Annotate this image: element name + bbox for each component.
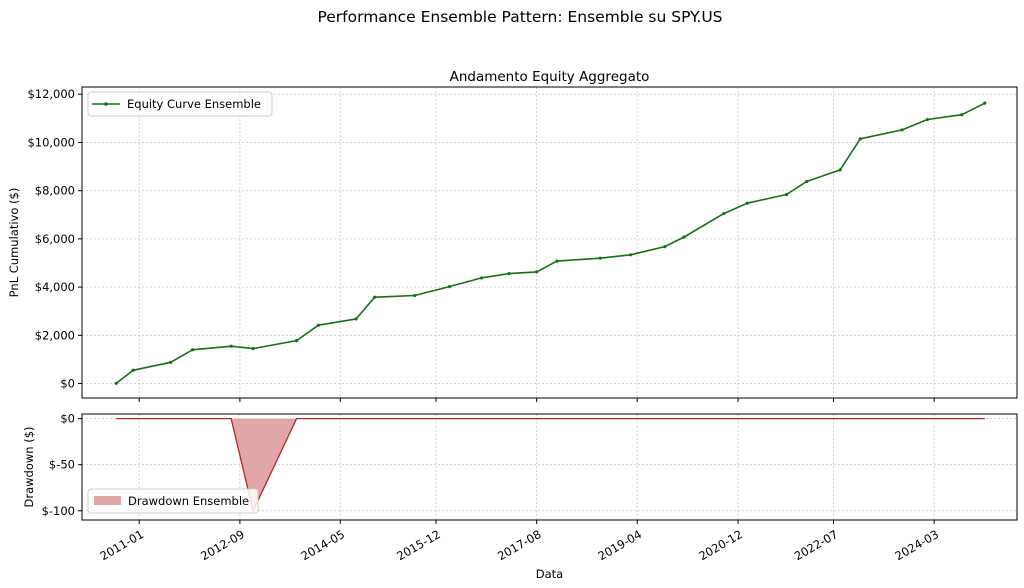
- equity-point: [413, 293, 417, 298]
- drawdown-chart-y-label: Drawdown ($): [22, 426, 36, 507]
- equity-point: [169, 360, 173, 364]
- equity-chart-legend: Equity Curve Ensemble: [87, 91, 273, 117]
- equity-chart-y-ticks: $0 $2,000 $4,000 $6,000 $8,000 $10,000 $12,000: [27, 87, 82, 391]
- drawdown-legend-box: [87, 488, 259, 514]
- equity-point: [535, 270, 539, 274]
- equity-y-tick-label: $8,000: [35, 184, 75, 198]
- equity-point: [858, 137, 862, 141]
- equity-point: [114, 381, 118, 385]
- drawdown-x-tick-label: 2012-09: [198, 527, 247, 563]
- equity-point: [555, 259, 559, 263]
- equity-point: [354, 317, 358, 321]
- equity-point: [838, 168, 842, 172]
- drawdown-x-tick-label: 2020-12: [696, 527, 745, 563]
- drawdown-y-tick-label: $0: [60, 412, 75, 426]
- equity-point: [900, 128, 904, 132]
- equity-point: [682, 235, 686, 239]
- equity-chart: Andamento Equity Aggregato $0 $2,000 $4,00…: [7, 69, 1018, 402]
- drawdown-x-tick-label: 2014-05: [299, 527, 348, 563]
- equity-point: [295, 339, 299, 343]
- drawdown-y-tick-label: $-50: [49, 458, 75, 472]
- equity-point: [745, 201, 749, 205]
- drawdown-x-tick-label: 2017-08: [495, 527, 544, 563]
- equity-point: [373, 295, 377, 299]
- figure-suptitle: Performance Ensemble Pattern: Ensemble s…: [317, 8, 722, 26]
- equity-point: [479, 276, 484, 280]
- equity-point: [251, 346, 255, 351]
- equity-point: [805, 179, 809, 184]
- drawdown-x-tick-label: 2015-12: [394, 527, 443, 563]
- equity-point: [507, 272, 511, 276]
- equity-point: [191, 348, 195, 352]
- drawdown-chart-y-ticks: $0 $-50 $-100: [42, 412, 82, 518]
- drawdown-x-tick-label: 2019-04: [595, 527, 644, 563]
- equity-legend-box: [87, 91, 273, 117]
- equity-chart-grid: [82, 87, 1017, 402]
- equity-point: [784, 192, 789, 197]
- equity-y-tick-label: $0: [60, 377, 75, 391]
- equity-point: [983, 101, 987, 105]
- drawdown-x-tick-label: 2011-01: [97, 527, 146, 563]
- equity-point: [447, 285, 451, 289]
- drawdown-chart-frame: [81, 413, 1018, 521]
- drawdown-y-tick-label: $-100: [42, 504, 75, 518]
- equity-point: [663, 244, 667, 249]
- equity-y-tick-label: $6,000: [35, 232, 75, 246]
- drawdown-chart-x-ticks: 2011-01 2012-09 2014-05 2015-12 2017-08 2019-…: [97, 520, 941, 563]
- equity-point: [925, 117, 929, 122]
- equity-y-tick-label: $2,000: [35, 328, 75, 342]
- equity-y-tick-label: $4,000: [35, 280, 75, 294]
- equity-point: [628, 253, 633, 257]
- equity-chart-title: Andamento Equity Aggregato: [450, 69, 650, 85]
- drawdown-x-tick-label: 2022-07: [792, 527, 841, 563]
- drawdown-legend-label: Drawdown Ensemble: [128, 494, 249, 508]
- equity-point: [722, 211, 726, 216]
- drawdown-chart: $0 $-50 $-100 2011-01 2012-09 2014-05 2015-12…: [22, 412, 1018, 581]
- equity-legend-label: Equity Curve Ensemble: [127, 97, 261, 111]
- equity-legend-marker: [104, 102, 108, 106]
- equity-point: [598, 256, 602, 260]
- equity-point: [131, 368, 135, 372]
- equity-y-tick-label: $10,000: [27, 135, 75, 149]
- equity-point: [316, 323, 321, 327]
- drawdown-x-tick-label: 2024-03: [892, 527, 941, 563]
- drawdown-chart-legend: Drawdown Ensemble: [87, 488, 259, 514]
- equity-point: [229, 344, 233, 348]
- equity-y-tick-label: $12,000: [27, 87, 75, 101]
- equity-point: [960, 113, 964, 117]
- drawdown-chart-x-label: Data: [536, 567, 563, 581]
- drawdown-legend-swatch: [94, 496, 121, 505]
- equity-chart-frame: [81, 86, 1018, 399]
- equity-chart-y-label: PnL Cumulativo ($): [7, 188, 21, 298]
- equity-curve-line: [115, 102, 986, 384]
- equity-chart-series: [114, 101, 987, 385]
